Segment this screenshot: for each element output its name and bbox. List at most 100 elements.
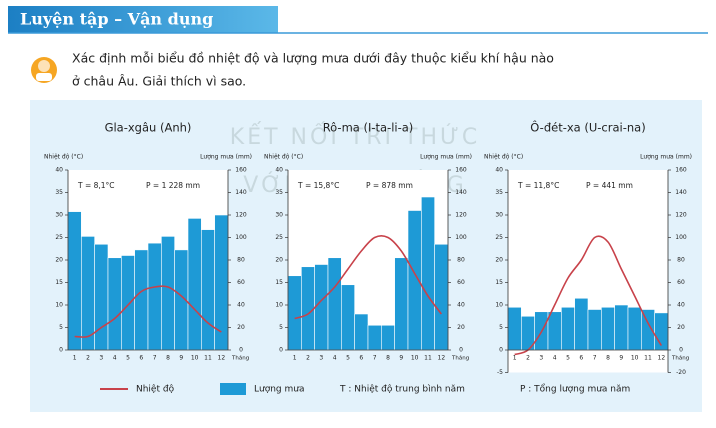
x-tick-label: 2 [526,355,530,362]
x-tick-label: 1 [293,355,297,362]
annotation: T = 8,1°C [77,181,115,190]
x-tick-label: 11 [644,355,652,362]
precipitation-bar [561,307,574,350]
legend-swatch [220,383,246,395]
precipitation-bar [188,218,201,350]
x-tick-label: 9 [619,355,623,362]
y2-axis-label: Lượng mưa (mm) [200,154,252,161]
y2-tick-label: 0 [679,347,683,354]
x-tick-label: 7 [593,355,597,362]
precipitation-bar [588,310,601,351]
y2-tick-label: 60 [457,279,465,286]
annotation: P = 878 mm [366,181,413,190]
x-tick-label: 2 [86,355,90,362]
y-axis-label: Nhiệt độ (°C) [484,154,523,161]
x-tick-label: 9 [399,355,403,362]
y2-tick-label: 100 [455,234,467,241]
precipitation-bar [355,314,368,350]
x-tick-label: 4 [113,355,117,362]
x-tick-label: 4 [553,355,557,362]
y-tick-label: 10 [275,302,283,309]
question-line: ở châu Âu. Giải thích vì sao. [72,74,246,89]
y2-tick-label: 160 [455,167,467,174]
page: Luyện tập – Vận dụng Xác định mỗi biểu đ… [0,0,716,424]
y2-tick-label: 80 [457,257,465,264]
x-tick-label: 7 [153,355,157,362]
y2-tick-label: 100 [675,234,687,241]
y2-tick-label: 160 [675,167,687,174]
precipitation-bar [288,276,301,350]
precipitation-bar [328,258,341,350]
x-axis-label: Tháng [231,355,249,362]
y2-tick-label: 140 [675,189,687,196]
y2-tick-label: 20 [677,324,685,331]
x-tick-label: 12 [218,355,226,362]
x-tick-label: 8 [166,355,170,362]
y-tick-label: 15 [495,279,503,286]
y2-tick-label: 60 [237,279,245,286]
y2-tick-label: 160 [235,167,247,174]
precipitation-bar [201,230,214,350]
x-tick-label: 6 [359,355,363,362]
annotation: P = 441 mm [586,181,633,190]
x-tick-label: 8 [606,355,610,362]
y2-tick-label: 100 [235,234,247,241]
y-tick-label: 10 [495,302,503,309]
precipitation-bar [435,244,448,350]
y-axis-label: Nhiệt độ (°C) [264,154,303,161]
precipitation-bar [615,305,628,350]
y-axis-label: Nhiệt độ (°C) [44,154,83,161]
x-axis-label: Tháng [451,355,469,362]
y2-tick-label: 120 [235,212,247,219]
precipitation-bar [68,212,81,350]
legend-note: P : Tổng lượng mưa năm [520,384,630,395]
y2-tick-label: -20 [676,369,686,376]
precipitation-bar [148,243,161,350]
y-tick-label: 20 [275,257,283,264]
x-tick-label: 6 [579,355,583,362]
y2-axis-label: Lượng mưa (mm) [420,154,472,161]
y-tick-label: 35 [55,189,63,196]
y-tick-label: 15 [275,279,283,286]
precipitation-bar [121,256,134,351]
y2-axis-label: Lượng mưa (mm) [640,154,692,161]
y-tick-label: 5 [59,324,63,331]
y2-tick-label: 20 [237,324,245,331]
y2-tick-label: 0 [459,347,463,354]
x-tick-label: 3 [539,355,543,362]
y-tick-label: 5 [279,324,283,331]
y2-tick-label: 140 [455,189,467,196]
precipitation-bar [381,325,394,350]
precipitation-bar [421,197,434,350]
header-title: Luyện tập – Vận dụng [20,10,213,29]
y-tick-label: 40 [495,167,503,174]
chart-title: Gla-xgâu (Anh) [105,121,192,135]
x-tick-label: 10 [191,355,199,362]
y-tick-label: 35 [495,189,503,196]
y-tick-label: 0 [59,347,63,354]
y-tick-label: 20 [495,257,503,264]
precipitation-bar [395,258,408,350]
x-tick-label: 6 [139,355,143,362]
x-tick-label: 4 [333,355,337,362]
precipitation-bar [135,250,148,350]
precipitation-bar [95,244,108,350]
y-tick-label: 0 [499,347,503,354]
precipitation-bar [368,325,381,350]
chart-title: Rô-ma (I-ta-li-a) [323,121,414,135]
precipitation-bar [601,307,614,350]
precipitation-bar [81,236,94,350]
y2-tick-label: 40 [457,302,465,309]
x-tick-label: 12 [438,355,446,362]
precipitation-bar [161,236,174,350]
legend-note: T : Nhiệt độ trung bình năm [339,384,465,395]
x-tick-label: 1 [513,355,517,362]
y2-tick-label: 120 [455,212,467,219]
x-tick-label: 1 [73,355,77,362]
x-tick-label: 5 [346,355,350,362]
y-tick-label: 20 [55,257,63,264]
precipitation-bar [575,298,588,350]
y-tick-label: 30 [55,212,63,219]
question-line: Xác định mỗi biểu đồ nhiệt độ và lượng m… [72,51,554,66]
y-tick-label: 35 [275,189,283,196]
